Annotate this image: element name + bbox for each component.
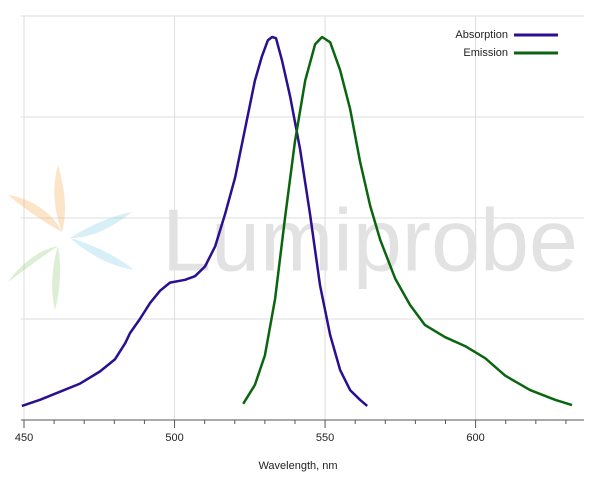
line: [21, 35, 369, 408]
x-tick-label: 600: [466, 432, 484, 444]
x-tick-label: 550: [316, 432, 334, 444]
x-tick-label: 450: [15, 432, 33, 444]
x-tick-label: 500: [165, 432, 183, 444]
legend-label: Emission: [463, 47, 508, 59]
x-axis-label: Wavelength, nm: [258, 460, 337, 472]
logo: [8, 165, 134, 310]
line: [242, 35, 573, 407]
legend-label: Absorption: [455, 29, 508, 41]
